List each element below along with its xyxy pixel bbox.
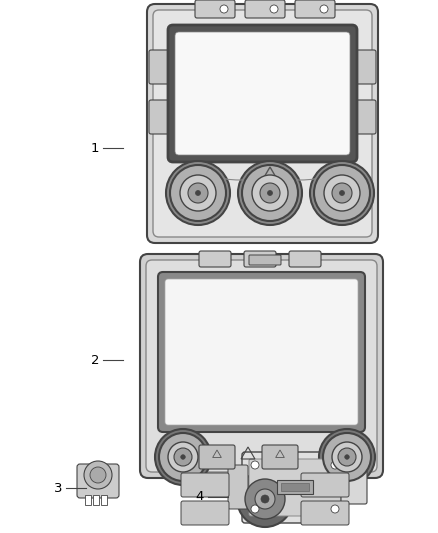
Circle shape bbox=[252, 175, 288, 211]
Text: 4: 4 bbox=[196, 490, 204, 504]
Text: 3: 3 bbox=[54, 481, 62, 495]
Circle shape bbox=[319, 429, 375, 485]
FancyBboxPatch shape bbox=[301, 473, 349, 497]
Circle shape bbox=[255, 489, 275, 509]
Bar bbox=[85, 495, 91, 505]
Circle shape bbox=[310, 161, 374, 225]
Circle shape bbox=[188, 183, 208, 203]
FancyBboxPatch shape bbox=[77, 464, 119, 498]
FancyBboxPatch shape bbox=[245, 0, 285, 18]
Text: 1: 1 bbox=[91, 141, 99, 155]
FancyBboxPatch shape bbox=[199, 445, 235, 469]
FancyBboxPatch shape bbox=[146, 260, 377, 472]
Circle shape bbox=[331, 505, 339, 513]
FancyBboxPatch shape bbox=[149, 50, 169, 84]
FancyBboxPatch shape bbox=[149, 100, 169, 134]
Circle shape bbox=[332, 442, 362, 472]
Bar bbox=[281, 483, 309, 491]
FancyBboxPatch shape bbox=[168, 25, 357, 162]
Circle shape bbox=[314, 165, 370, 221]
FancyBboxPatch shape bbox=[295, 0, 335, 18]
Circle shape bbox=[90, 467, 106, 483]
Circle shape bbox=[181, 455, 185, 459]
FancyBboxPatch shape bbox=[140, 254, 383, 478]
Circle shape bbox=[251, 505, 259, 513]
FancyBboxPatch shape bbox=[228, 465, 248, 509]
Circle shape bbox=[155, 429, 211, 485]
Circle shape bbox=[324, 175, 360, 211]
Circle shape bbox=[270, 5, 278, 13]
Circle shape bbox=[195, 190, 201, 196]
Circle shape bbox=[84, 461, 112, 489]
FancyBboxPatch shape bbox=[147, 4, 378, 243]
Bar bbox=[101, 495, 107, 505]
Circle shape bbox=[168, 442, 198, 472]
FancyBboxPatch shape bbox=[356, 100, 376, 134]
FancyBboxPatch shape bbox=[165, 279, 358, 425]
FancyBboxPatch shape bbox=[242, 452, 348, 523]
Bar bbox=[277, 480, 313, 494]
Circle shape bbox=[345, 455, 349, 459]
FancyBboxPatch shape bbox=[158, 272, 365, 432]
FancyBboxPatch shape bbox=[301, 501, 349, 525]
Bar bbox=[93, 495, 99, 505]
Circle shape bbox=[339, 190, 345, 196]
Circle shape bbox=[331, 461, 339, 469]
FancyBboxPatch shape bbox=[244, 251, 276, 267]
FancyBboxPatch shape bbox=[153, 10, 372, 237]
Circle shape bbox=[332, 183, 352, 203]
FancyBboxPatch shape bbox=[289, 251, 321, 267]
Circle shape bbox=[237, 471, 293, 527]
FancyBboxPatch shape bbox=[341, 470, 367, 504]
Circle shape bbox=[238, 161, 302, 225]
Circle shape bbox=[220, 5, 228, 13]
Circle shape bbox=[245, 479, 285, 519]
Circle shape bbox=[260, 183, 280, 203]
Circle shape bbox=[242, 165, 298, 221]
FancyBboxPatch shape bbox=[181, 473, 229, 497]
Circle shape bbox=[174, 448, 192, 466]
FancyBboxPatch shape bbox=[199, 251, 231, 267]
FancyBboxPatch shape bbox=[356, 50, 376, 84]
Text: 2: 2 bbox=[91, 353, 99, 367]
FancyBboxPatch shape bbox=[195, 0, 235, 18]
Circle shape bbox=[320, 5, 328, 13]
Circle shape bbox=[338, 448, 356, 466]
Circle shape bbox=[261, 495, 269, 503]
FancyBboxPatch shape bbox=[262, 445, 298, 469]
Circle shape bbox=[159, 433, 207, 481]
FancyBboxPatch shape bbox=[249, 459, 341, 516]
Circle shape bbox=[166, 161, 230, 225]
Circle shape bbox=[268, 190, 272, 196]
Circle shape bbox=[323, 433, 371, 481]
Circle shape bbox=[180, 175, 216, 211]
FancyBboxPatch shape bbox=[175, 32, 350, 155]
Circle shape bbox=[170, 165, 226, 221]
Circle shape bbox=[251, 461, 259, 469]
FancyBboxPatch shape bbox=[181, 501, 229, 525]
FancyBboxPatch shape bbox=[249, 255, 281, 265]
